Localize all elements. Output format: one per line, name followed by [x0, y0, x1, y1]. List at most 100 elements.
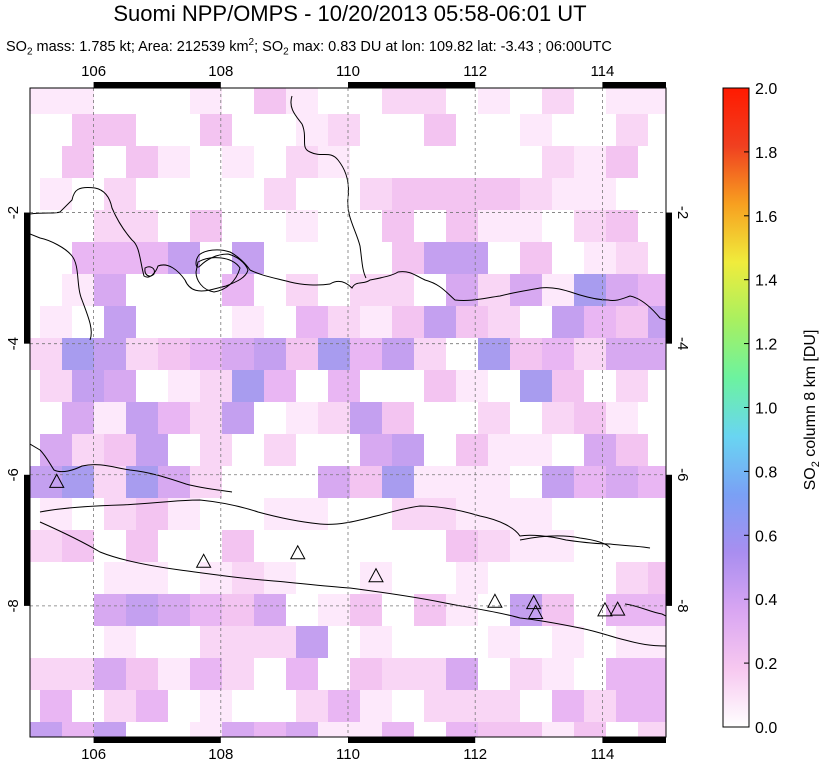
so2-pixel [350, 274, 382, 306]
frame-bar [24, 212, 30, 344]
so2-pixel [200, 434, 232, 466]
so2-pixel [104, 242, 136, 274]
so2-pixel [574, 338, 606, 370]
so2-pixel [318, 594, 350, 626]
so2-pixel [94, 658, 126, 690]
so2-pixel [520, 178, 552, 210]
volcano-triangle-icon [609, 601, 626, 616]
so2-pixel [542, 466, 574, 498]
so2-pixel [542, 658, 574, 690]
frame-bar [602, 82, 666, 88]
so2-pixel [542, 146, 574, 178]
lon-tick-label: 106 [81, 63, 106, 80]
so2-pixel [40, 434, 72, 466]
so2-pixel [414, 88, 446, 114]
so2-pixel [264, 498, 296, 530]
so2-pixel [296, 498, 328, 530]
so2-pixel [424, 498, 456, 530]
frame-bar [666, 474, 672, 606]
subscript-2b: 2 [283, 46, 289, 58]
so2-pixel [318, 722, 350, 737]
so2-pixel [104, 498, 136, 530]
so2-pixel [264, 434, 296, 466]
so2-pixel [382, 722, 414, 737]
so2-pixel [254, 722, 286, 737]
colorbar-tick-label: 2.0 [755, 81, 777, 98]
so2-pixel [606, 338, 638, 370]
so2-pixel [94, 210, 126, 242]
so2-pixel [584, 178, 616, 210]
so2-pixel [606, 146, 638, 178]
so2-pixel [190, 466, 222, 498]
so2-pixel [488, 626, 520, 658]
so2-pixel [126, 402, 158, 434]
so2-pixel [510, 594, 542, 626]
so2-pixel [478, 722, 510, 737]
colorbar-tick-label: 1.0 [755, 401, 777, 418]
so2-pixel [30, 338, 62, 370]
so2-pixel [446, 658, 478, 690]
so2-pixel [414, 658, 446, 690]
frame-bar [348, 82, 476, 88]
so2-pixel [126, 658, 158, 690]
so2-pixel [392, 434, 424, 466]
so2-pixel [574, 466, 606, 498]
so2-pixel [488, 690, 520, 722]
so2-pixel [222, 338, 254, 370]
so2-pixel [328, 306, 360, 338]
so2-pixel [488, 498, 520, 530]
so2-pixel [638, 88, 666, 114]
colorbar-tick-label: 0.2 [755, 656, 777, 673]
so2-pixel [318, 402, 350, 434]
so2-pixel [62, 722, 94, 737]
so2-pixel [168, 242, 200, 274]
so2-pixel [350, 338, 382, 370]
so2-pixel [168, 498, 200, 530]
so2-pixel [40, 370, 72, 402]
so2-pixel [392, 306, 424, 338]
so2-pixel [414, 466, 446, 498]
so2-pixel [158, 658, 190, 690]
frame-bar [348, 737, 476, 743]
so2-pixel [136, 690, 168, 722]
so2-pixel [30, 658, 62, 690]
so2-pixel [584, 242, 616, 274]
so2-pixel [328, 114, 360, 146]
so2-mass-text: mass: 1.785 kt; Area: 212539 km [32, 38, 249, 55]
so2-pixel [680, 498, 712, 530]
so2-pixel [30, 88, 62, 114]
so2-pixel [424, 306, 456, 338]
so2-pixel [232, 626, 264, 658]
so2-pixel [392, 242, 424, 274]
so2-pixel [190, 402, 222, 434]
so2-pixel [40, 498, 72, 530]
so2-pixel [382, 402, 414, 434]
lon-tick-label: 112 [463, 63, 487, 80]
volcano-triangle-icon [289, 544, 306, 560]
axis-tick-labels: 106 106 108 108 110 110 112 112 114 114 -2 -2 -4 -4 -6… [5, 63, 691, 759]
so2-pixel [478, 338, 510, 370]
so2-pixel [680, 306, 712, 338]
so2-pixel [488, 178, 520, 210]
so2-pixel [286, 402, 318, 434]
so2-pixel [542, 594, 574, 626]
so2-pixel [392, 178, 424, 210]
so2-pixel [446, 466, 478, 498]
lon-tick-label: 114 [590, 63, 614, 80]
so2-pixel [542, 722, 574, 737]
so2-pixel [94, 338, 126, 370]
so2-pixel [126, 210, 158, 242]
so2-pixel [158, 594, 190, 626]
volcano-triangle-icon [597, 601, 613, 617]
map-subtitle: SO2 mass: 1.785 kt; Area: 212539 km2; SO… [6, 34, 746, 62]
so2-pixel [190, 658, 222, 690]
so2-pixel [520, 242, 552, 274]
so2-pixel [478, 88, 510, 114]
bangka-island [195, 257, 241, 293]
so2-pixel [360, 306, 392, 338]
frame-bar [93, 737, 221, 743]
so2-pixel [638, 658, 666, 690]
so2-pixel [286, 210, 318, 242]
so2-pixel [350, 402, 382, 434]
so2-pixel [606, 210, 638, 242]
